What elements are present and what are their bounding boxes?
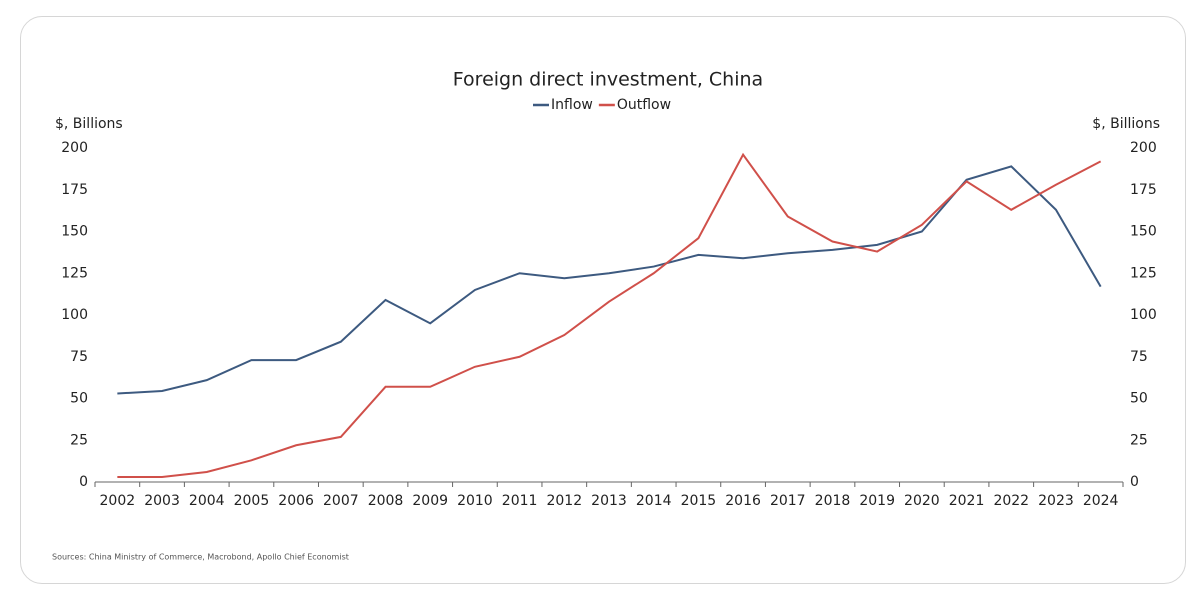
series-line xyxy=(117,165,1102,395)
source-note: Sources: China Ministry of Commerce, Mac… xyxy=(52,553,349,562)
x-tick-label: 2018 xyxy=(815,493,851,509)
y2-tick-label: 200 xyxy=(1130,140,1157,156)
y2-tick-label: 50 xyxy=(1130,391,1148,407)
x-tick-label: 2013 xyxy=(591,493,627,509)
x-tick-label: 2016 xyxy=(725,493,761,509)
x-tick-label: 2023 xyxy=(1038,493,1074,509)
legend-label: Inflow xyxy=(551,97,593,113)
y2-tick-label: 25 xyxy=(1130,432,1148,448)
x-tick-label: 2024 xyxy=(1083,493,1119,509)
x-tick-label: 2008 xyxy=(368,493,404,509)
x-tick-label: 2012 xyxy=(546,493,582,509)
y2-tick-label: 175 xyxy=(1130,182,1157,198)
legend-label: Outflow xyxy=(617,97,671,113)
y-tick-label: 175 xyxy=(61,182,88,198)
chart-title: Foreign direct investment, China xyxy=(453,69,763,91)
x-tick-label: 2021 xyxy=(949,493,985,509)
x-tick-label: 2015 xyxy=(681,493,717,509)
y2-tick-label: 150 xyxy=(1130,224,1157,240)
y-axis-label: $, Billions xyxy=(55,116,123,132)
x-tick-label: 2006 xyxy=(278,493,314,509)
x-tick-label: 2009 xyxy=(412,493,448,509)
y-tick-label: 0 xyxy=(79,474,88,490)
x-tick-label: 2022 xyxy=(993,493,1029,509)
y-tick-label: 50 xyxy=(70,391,88,407)
x-tick-label: 2019 xyxy=(859,493,895,509)
y2-tick-label: 100 xyxy=(1130,307,1157,323)
y-tick-label: 125 xyxy=(61,265,88,281)
y2-tick-label: 0 xyxy=(1130,474,1139,490)
y-tick-label: 150 xyxy=(61,224,88,240)
y-tick-label: 100 xyxy=(61,307,88,323)
series-line xyxy=(117,152,1102,478)
card xyxy=(20,16,1186,584)
x-tick-label: 2017 xyxy=(770,493,806,509)
y2-axis-label: $, Billions xyxy=(1092,116,1160,132)
y-tick-label: 75 xyxy=(70,349,88,365)
x-tick-label: 2010 xyxy=(457,493,493,509)
x-tick-label: 2004 xyxy=(189,493,225,509)
x-tick-label: 2002 xyxy=(100,493,136,509)
y-tick-label: 200 xyxy=(61,140,88,156)
x-tick-label: 2003 xyxy=(144,493,180,509)
x-tick-label: 2020 xyxy=(904,493,940,509)
x-tick-label: 2011 xyxy=(502,493,538,509)
y-tick-label: 25 xyxy=(70,432,88,448)
x-tick-label: 2005 xyxy=(234,493,270,509)
y2-tick-label: 125 xyxy=(1130,265,1157,281)
x-tick-label: 2007 xyxy=(323,493,359,509)
x-tick-label: 2014 xyxy=(636,493,672,509)
y2-tick-label: 75 xyxy=(1130,349,1148,365)
